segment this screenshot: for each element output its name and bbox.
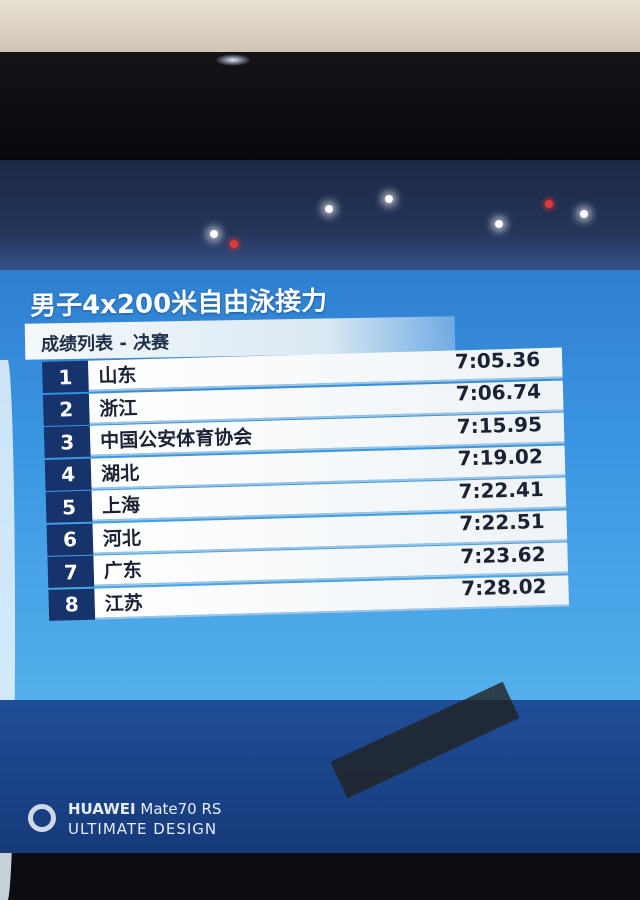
rank-box: 7 xyxy=(47,555,95,588)
finish-time: 7:15.95 xyxy=(456,411,543,438)
event-title: 男子4x200米自由泳接力 xyxy=(29,286,328,322)
team-name: 江苏 xyxy=(104,591,144,615)
arena-light xyxy=(385,195,393,203)
finish-time: 7:22.41 xyxy=(458,476,545,503)
finish-time: 7:05.36 xyxy=(454,346,541,373)
rank-box: 1 xyxy=(42,360,89,393)
rank-box: 3 xyxy=(43,425,91,458)
arena-light xyxy=(495,220,503,228)
rank-box: 2 xyxy=(42,393,90,426)
rank-box: 6 xyxy=(46,523,94,556)
camera-watermark: HUAWEI Mate70 RS ULTIMATE DESIGN xyxy=(28,800,288,845)
finish-time: 7:28.02 xyxy=(460,574,547,601)
arena-light xyxy=(210,230,218,238)
finish-time: 7:06.74 xyxy=(455,379,542,406)
ring-logo-icon xyxy=(28,804,56,832)
results-table: 1 山东 7:05.36 2 浙江 7:06.74 3 中国公安体育协会 7:15.95 4… xyxy=(42,346,570,621)
arena-light xyxy=(580,210,588,218)
arena-background xyxy=(0,160,640,280)
rank-box: 5 xyxy=(45,490,93,523)
watermark-brand: HUAWEI xyxy=(68,800,136,818)
watermark-model: Mate70 RS xyxy=(140,800,222,818)
finish-time: 7:19.02 xyxy=(457,444,544,471)
light-reflection xyxy=(215,54,251,66)
watermark-tagline: ULTIMATE DESIGN xyxy=(68,820,218,838)
team-name: 山东 xyxy=(98,364,137,388)
arena-light xyxy=(230,240,238,248)
wall-background xyxy=(0,0,640,52)
rank-box: 8 xyxy=(48,588,96,621)
pool-background xyxy=(0,700,640,853)
team-name: 河北 xyxy=(102,526,142,550)
arena-light xyxy=(545,200,553,208)
team-name: 上海 xyxy=(101,494,141,518)
tv-bezel xyxy=(0,52,640,162)
arena-light xyxy=(325,205,333,213)
team-name: 广东 xyxy=(103,559,143,583)
finish-time: 7:22.51 xyxy=(459,509,545,536)
finish-time: 7:23.62 xyxy=(460,541,546,568)
team-name: 湖北 xyxy=(100,461,140,485)
team-name: 浙江 xyxy=(99,396,138,420)
event-subtitle: 成绩列表 - 决赛 xyxy=(40,332,170,356)
rank-box: 4 xyxy=(44,458,92,491)
team-name: 中国公安体育协会 xyxy=(99,426,253,453)
